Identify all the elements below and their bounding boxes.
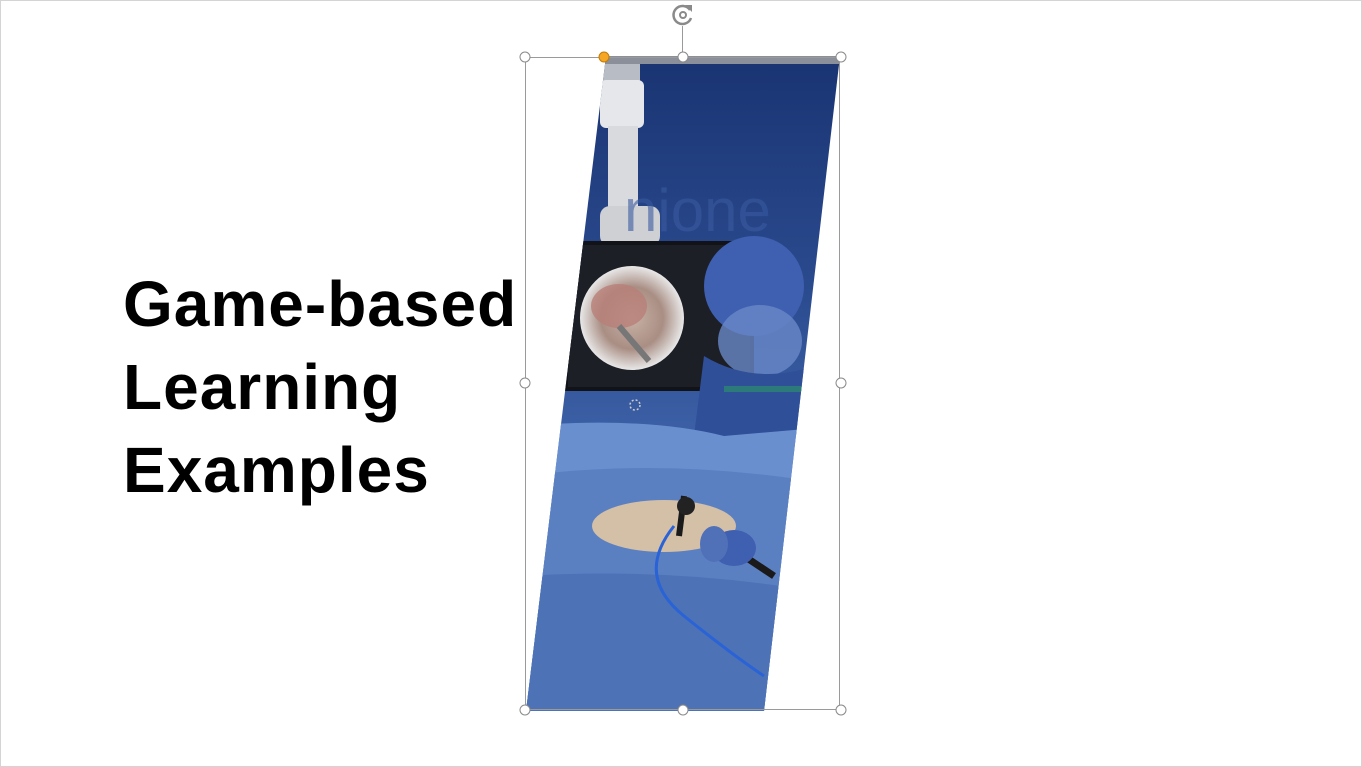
shape-adjust-handle[interactable] bbox=[598, 51, 610, 63]
resize-handle-bottom-left[interactable] bbox=[519, 704, 531, 716]
resize-handle-bottom-center[interactable] bbox=[677, 704, 689, 716]
resize-handle-bottom-right[interactable] bbox=[835, 704, 847, 716]
slide-title[interactable]: Game-based Learning Examples bbox=[123, 263, 517, 512]
title-line-3: Examples bbox=[123, 434, 430, 506]
surgery-image-graphic: nione bbox=[526, 56, 840, 711]
resize-handle-middle-right[interactable] bbox=[835, 377, 847, 389]
title-line-1: Game-based bbox=[123, 268, 518, 340]
rotation-handle-line bbox=[682, 26, 683, 56]
resize-handle-top-left[interactable] bbox=[519, 51, 531, 63]
resize-handle-top-center[interactable] bbox=[677, 51, 689, 63]
title-line-2: Learning bbox=[123, 351, 402, 423]
rotate-icon[interactable] bbox=[670, 2, 696, 28]
svg-text:nione: nione bbox=[624, 177, 771, 244]
surgery-simulation-picture[interactable]: nione bbox=[524, 56, 841, 711]
resize-handle-top-right[interactable] bbox=[835, 51, 847, 63]
resize-handle-middle-left[interactable] bbox=[519, 377, 531, 389]
